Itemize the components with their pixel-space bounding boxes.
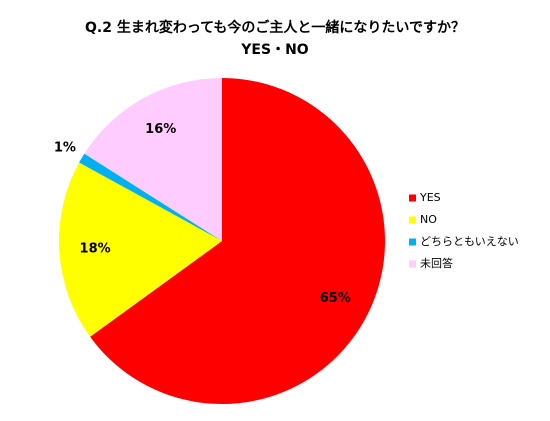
- pie-slice: [59, 162, 223, 337]
- legend-label: YES: [419, 191, 441, 204]
- legend-label: 未回答: [420, 256, 453, 270]
- legend-swatch: [409, 238, 416, 246]
- legend-label: どちらともいえない: [420, 235, 519, 248]
- data-label: 18%: [80, 241, 111, 256]
- chart-title: Q.2 生まれ変わっても今のご主人と一緒になりたいですか？: [85, 19, 465, 36]
- pie-slice: [90, 78, 386, 404]
- chart-subtitle: YES・NO: [240, 42, 309, 58]
- legend-swatch: [409, 194, 416, 202]
- data-label: 65%: [320, 291, 351, 306]
- pie-slice: [84, 78, 223, 241]
- pie-slice: [79, 153, 222, 241]
- data-label: 1%: [54, 141, 76, 156]
- legend-swatch: [409, 260, 416, 268]
- legend-label: NO: [420, 213, 437, 226]
- legend-swatch: [409, 216, 416, 224]
- data-label: 16%: [145, 122, 176, 137]
